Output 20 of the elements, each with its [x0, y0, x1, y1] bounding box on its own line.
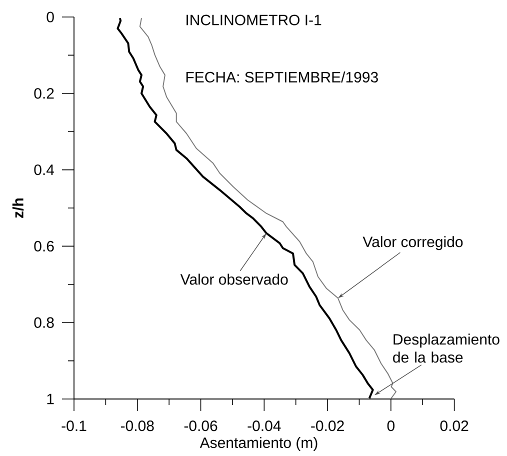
annotation: Desplazamiento de la base	[393, 334, 500, 363]
y-tick-label: 1	[47, 394, 54, 404]
chart-title: INCLINOMETRO I-1	[186, 14, 322, 26]
x-tick-label: 0.02	[440, 420, 468, 432]
x-tick-label: -0.04	[248, 420, 281, 432]
x-axis-title: Asentamiento (m)	[200, 437, 318, 451]
x-tick-label: -0.1	[62, 420, 86, 432]
y-tick-label: 0	[46, 12, 54, 22]
x-tick-label: -0.08	[120, 420, 154, 432]
y-axis-title: z/h	[12, 198, 24, 218]
x-tick-label: -0.06	[184, 420, 218, 432]
text: Valor corregido	[362, 236, 463, 250]
series-label: Valor observado	[180, 274, 288, 285]
y-tick-label: 0.4	[34, 164, 54, 176]
x-tick-label: -0.02	[311, 420, 344, 432]
text: FECHA: SEPTIEMBRE/1993	[186, 71, 378, 82]
x-tick-label: 0	[387, 420, 394, 432]
y-tick-label: 0.6	[34, 240, 54, 252]
y-tick-label: 0.8	[34, 317, 54, 328]
y-tick-label: 0.2	[34, 88, 54, 99]
